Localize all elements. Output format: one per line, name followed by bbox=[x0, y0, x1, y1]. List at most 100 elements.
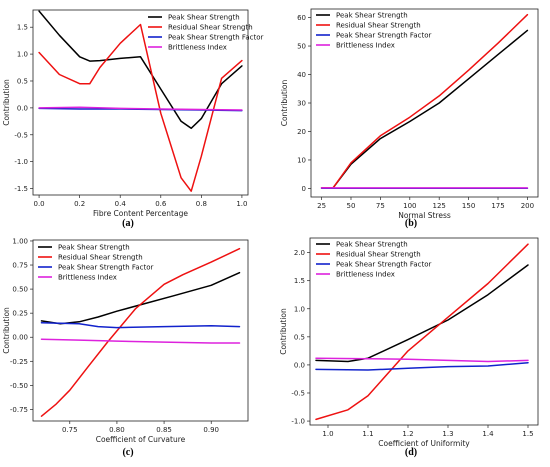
x-tick-label: 25 bbox=[317, 202, 326, 210]
legend: Peak Shear Strength Residual Shear Streng… bbox=[38, 244, 153, 282]
y-tick-label: -1.0 bbox=[14, 158, 28, 166]
x-tick-label: 1.3 bbox=[442, 430, 453, 438]
legend-entry: Residual Shear Strength bbox=[58, 254, 143, 262]
chart-panel-2: 25 50 75 100 125 150 175 200 0 10 20 30 40 50 60 Normal… bbox=[280, 8, 539, 229]
legend-entry: Peak Shear Strength Factor bbox=[336, 32, 431, 40]
x-tick-label: 1.0 bbox=[236, 200, 247, 208]
x-tick-label: 100 bbox=[403, 202, 416, 210]
y-tick-label: 1.0 bbox=[17, 51, 28, 59]
y-tick-label: 50 bbox=[297, 43, 306, 51]
y-axis-label: Contribution bbox=[280, 79, 289, 126]
y-tick-label: 1.5 bbox=[294, 277, 305, 285]
x-tick-label: 1.0 bbox=[322, 430, 333, 438]
series-line-brittleness-index bbox=[40, 338, 241, 344]
y-tick-label: 40 bbox=[297, 71, 306, 79]
x-axis-label: Fibre Content Percentage bbox=[93, 209, 188, 218]
x-tick-label: 0.85 bbox=[156, 426, 172, 434]
legend-entry: Peak Shear Strength bbox=[336, 241, 408, 249]
x-tick-label: 50 bbox=[347, 202, 356, 210]
legend: Peak Shear Strength Residual Shear Streng… bbox=[148, 14, 263, 52]
series-line-brittleness-index bbox=[38, 106, 243, 111]
legend-entry: Peak Shear Strength bbox=[168, 14, 240, 22]
x-tick-label: 0.8 bbox=[196, 200, 207, 208]
x-tick-label: 1.1 bbox=[362, 430, 373, 438]
x-tick-label: 75 bbox=[376, 202, 385, 210]
chart-panel-3: 0.75 0.80 0.85 0.90 -0.75 -0.50 -0.25 0.00 0.25 0… bbox=[2, 237, 249, 458]
series-line-peak-shear-strength-factor bbox=[315, 361, 529, 371]
plot-frame bbox=[32, 9, 249, 196]
x-tick-label: 0.2 bbox=[74, 200, 85, 208]
legend: Peak Shear Strength Residual Shear Streng… bbox=[316, 241, 431, 279]
x-tick-label: 200 bbox=[521, 202, 534, 210]
x-tick-label: 150 bbox=[462, 202, 475, 210]
series-line-residual-shear-strength bbox=[38, 23, 243, 192]
y-tick-label: 1.00 bbox=[12, 237, 28, 245]
legend: Peak Shear Strength Residual Shear Streng… bbox=[316, 12, 431, 50]
legend-entry: Peak Shear Strength bbox=[336, 12, 408, 20]
y-axis-label: Contribution bbox=[279, 308, 288, 355]
series-line-peak-shear-strength bbox=[320, 29, 529, 189]
y-tick-label: 0.0 bbox=[294, 361, 305, 369]
y-tick-label: 0.5 bbox=[294, 333, 305, 341]
y-axis-label: Contribution bbox=[2, 307, 11, 354]
y-tick-label: 0.75 bbox=[12, 262, 28, 270]
x-tick-label: 1.2 bbox=[402, 430, 413, 438]
y-tick-label: 0.0 bbox=[17, 104, 28, 112]
y-tick-label: 1.0 bbox=[294, 305, 305, 313]
legend-entry: Residual Shear Strength bbox=[336, 251, 421, 259]
y-tick-label: 10 bbox=[297, 156, 306, 164]
panel-caption: (b) bbox=[405, 218, 417, 229]
legend-entry: Brittleness Index bbox=[336, 271, 395, 279]
y-tick-label: -1.0 bbox=[291, 418, 305, 426]
y-tick-label: 0.00 bbox=[12, 334, 28, 342]
panel-caption: (c) bbox=[122, 447, 133, 458]
y-axis-label: Contribution bbox=[2, 79, 11, 126]
y-tick-label: -0.50 bbox=[10, 382, 28, 390]
panel-caption: (a) bbox=[122, 218, 134, 229]
y-tick-label: 0.50 bbox=[12, 286, 28, 294]
legend-entry: Peak Shear Strength bbox=[58, 244, 130, 252]
series-line-peak-shear-strength bbox=[38, 10, 243, 130]
y-tick-label: 20 bbox=[297, 128, 306, 136]
series-line-residual-shear-strength bbox=[315, 243, 529, 421]
x-tick-label: 1.4 bbox=[482, 430, 494, 438]
panel-caption: (d) bbox=[405, 447, 417, 458]
x-axis-label: Coefficient of Curvature bbox=[96, 435, 186, 444]
x-tick-label: 0.6 bbox=[155, 200, 167, 208]
y-tick-label: -0.5 bbox=[14, 131, 28, 139]
y-tick-label: -0.25 bbox=[10, 358, 28, 366]
x-axis-label: Normal Stress bbox=[398, 211, 451, 220]
legend-entry: Residual Shear Strength bbox=[168, 24, 253, 32]
x-axis-label: Coefficient of Uniformity bbox=[378, 439, 470, 448]
plot-frame bbox=[309, 237, 539, 426]
x-tick-label: 0.4 bbox=[115, 200, 127, 208]
y-tick-label: 0 bbox=[302, 185, 306, 193]
y-tick-label: -1.5 bbox=[14, 185, 28, 193]
legend-entry: Peak Shear Strength Factor bbox=[168, 34, 263, 42]
legend-entry: Brittleness Index bbox=[168, 44, 227, 52]
x-tick-label: 175 bbox=[491, 202, 504, 210]
chart-panel-1: 0.0 0.2 0.4 0.6 0.8 1.0 -1.5 -1.0 -0.5 0.0 0.5 1.0 1… bbox=[2, 9, 263, 229]
plot-frame bbox=[32, 239, 249, 422]
legend-entry: Brittleness Index bbox=[58, 274, 117, 282]
legend-entry: Peak Shear Strength Factor bbox=[336, 261, 431, 269]
chart-panel-4: 1.0 1.1 1.2 1.3 1.4 1.5 -1.0 -0.5 0.0 0.5 1.0 1.5 2.… bbox=[279, 237, 539, 458]
legend-entry: Peak Shear Strength Factor bbox=[58, 264, 153, 272]
y-tick-label: 0.25 bbox=[12, 310, 28, 318]
y-tick-label: 60 bbox=[297, 14, 306, 22]
y-tick-label: 0.5 bbox=[17, 77, 28, 85]
x-tick-label: 0.75 bbox=[62, 426, 78, 434]
legend-entry: Residual Shear Strength bbox=[336, 22, 421, 30]
x-tick-label: 0.80 bbox=[109, 426, 125, 434]
y-tick-label: -0.5 bbox=[291, 389, 305, 397]
series-line-residual-shear-strength bbox=[40, 247, 241, 417]
legend-entry: Brittleness Index bbox=[336, 42, 395, 50]
y-tick-label: -0.75 bbox=[10, 406, 28, 414]
x-tick-label: 1.5 bbox=[522, 430, 533, 438]
x-tick-label: 0.0 bbox=[34, 200, 45, 208]
series-line-brittleness-index bbox=[315, 357, 529, 363]
y-tick-label: 1.5 bbox=[17, 24, 28, 32]
series-line-residual-shear-strength bbox=[320, 13, 529, 189]
x-tick-label: 125 bbox=[433, 202, 446, 210]
